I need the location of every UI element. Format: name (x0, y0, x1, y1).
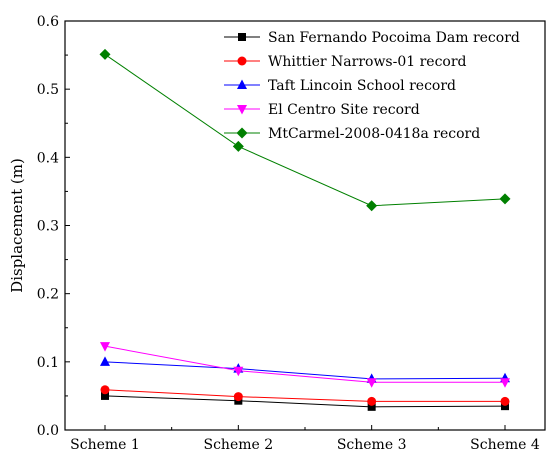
y-tick-label: 0.5 (37, 82, 59, 98)
series-line (104, 389, 505, 402)
series-line (104, 361, 506, 380)
legend-entry: Taft Lincoin School record (224, 78, 456, 94)
legend-label: MtCarmel-2008-0418a record (268, 126, 480, 142)
data-point (233, 392, 243, 402)
legend-marker (237, 56, 247, 66)
legend: San Fernando Pocoima Dam record Whittier … (224, 30, 520, 142)
series-layer (99, 48, 511, 411)
y-axis-title: Displacement (m) (8, 158, 26, 293)
data-point (366, 378, 377, 388)
axes: 0.0 0.1 0.2 0.3 0.4 0.5 0.6 Scheme 1 Scheme 2 Sch… (8, 14, 546, 453)
data-point (500, 378, 510, 388)
data-point (501, 402, 509, 411)
y-tick-label: 0.2 (37, 287, 59, 303)
series-line (104, 345, 505, 383)
data-point (99, 48, 111, 60)
x-tick-label: Scheme 2 (204, 437, 274, 453)
data-point (232, 140, 244, 152)
data-point (101, 391, 109, 400)
data-point (500, 396, 510, 406)
y-tick-label: 0.0 (37, 423, 59, 439)
legend-label: San Fernando Pocoima Dam record (268, 30, 520, 46)
legend-label: El Centro Site record (268, 102, 420, 118)
data-point (233, 366, 244, 377)
legend-marker (236, 127, 248, 139)
legend-label: Whittier Narrows-01 record (268, 54, 467, 70)
x-tick-label: Scheme 3 (337, 437, 407, 453)
y-tick-label: 0.3 (37, 219, 59, 235)
series-3 (100, 342, 510, 388)
legend-entry: San Fernando Pocoima Dam record (224, 30, 520, 46)
series-line (104, 395, 506, 408)
x-tick-label: Scheme 4 (470, 437, 540, 453)
data-point (367, 402, 376, 411)
y-tick-label: 0.4 (37, 150, 59, 166)
y-tick-label: 0.1 (37, 355, 59, 371)
legend-entry: Whittier Narrows-01 record (224, 54, 467, 70)
legend-marker (238, 33, 246, 41)
y-tick-label: 0.6 (37, 14, 59, 30)
legend-label: Taft Lincoin School record (268, 78, 456, 94)
series-1 (100, 385, 510, 406)
data-point (100, 356, 110, 366)
legend-entry: MtCarmel-2008-0418a record (224, 126, 480, 142)
series-4 (99, 48, 511, 212)
legend-marker (237, 79, 247, 89)
legend-entry: El Centro Site record (224, 102, 420, 118)
data-point (100, 342, 110, 352)
data-point (100, 385, 110, 395)
x-tick-label: Scheme 1 (70, 437, 140, 453)
data-point (367, 396, 377, 406)
legend-marker (237, 105, 247, 115)
series-line (104, 53, 506, 207)
data-point (366, 200, 378, 212)
series-2 (100, 356, 510, 383)
data-point (499, 193, 511, 205)
